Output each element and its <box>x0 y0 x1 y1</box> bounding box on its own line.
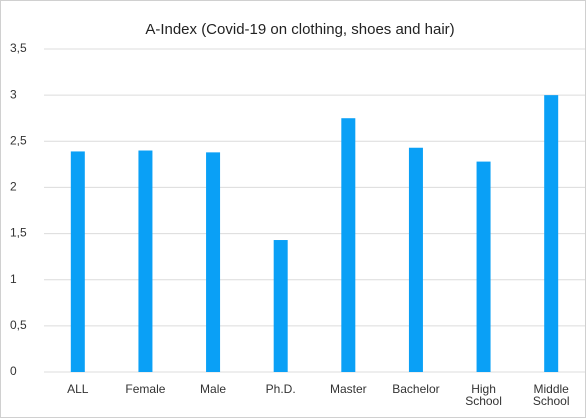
x-tick-label: Male <box>200 382 227 396</box>
y-tick-label: 1 <box>10 272 17 286</box>
y-tick-label: 1,5 <box>10 226 27 240</box>
bar <box>138 150 153 372</box>
y-tick-label: 3 <box>10 87 17 101</box>
y-tick-label: 0 <box>10 364 17 378</box>
x-tick-label: High School <box>465 382 502 408</box>
y-tick-label: 3,5 <box>10 41 27 55</box>
bar <box>70 151 85 372</box>
bar <box>544 95 559 373</box>
y-tick-label: 2,5 <box>10 133 27 147</box>
bar <box>408 147 423 372</box>
bar <box>476 161 491 372</box>
x-tick-label: Middle School <box>532 382 570 408</box>
y-tick-label: 0,5 <box>10 318 27 332</box>
x-tick-label: ALL <box>67 382 89 396</box>
bar <box>273 240 288 372</box>
chart-title: A-Index (Covid-19 on clothing, shoes and… <box>145 21 454 38</box>
bar <box>206 152 221 372</box>
x-tick-label: Bachelor <box>392 382 440 396</box>
x-tick-label: Ph.D. <box>265 382 296 396</box>
x-tick-label: Female <box>125 382 166 396</box>
y-tick-label: 2 <box>10 180 17 194</box>
x-tick-label: Master <box>329 382 367 396</box>
bar <box>341 118 356 372</box>
